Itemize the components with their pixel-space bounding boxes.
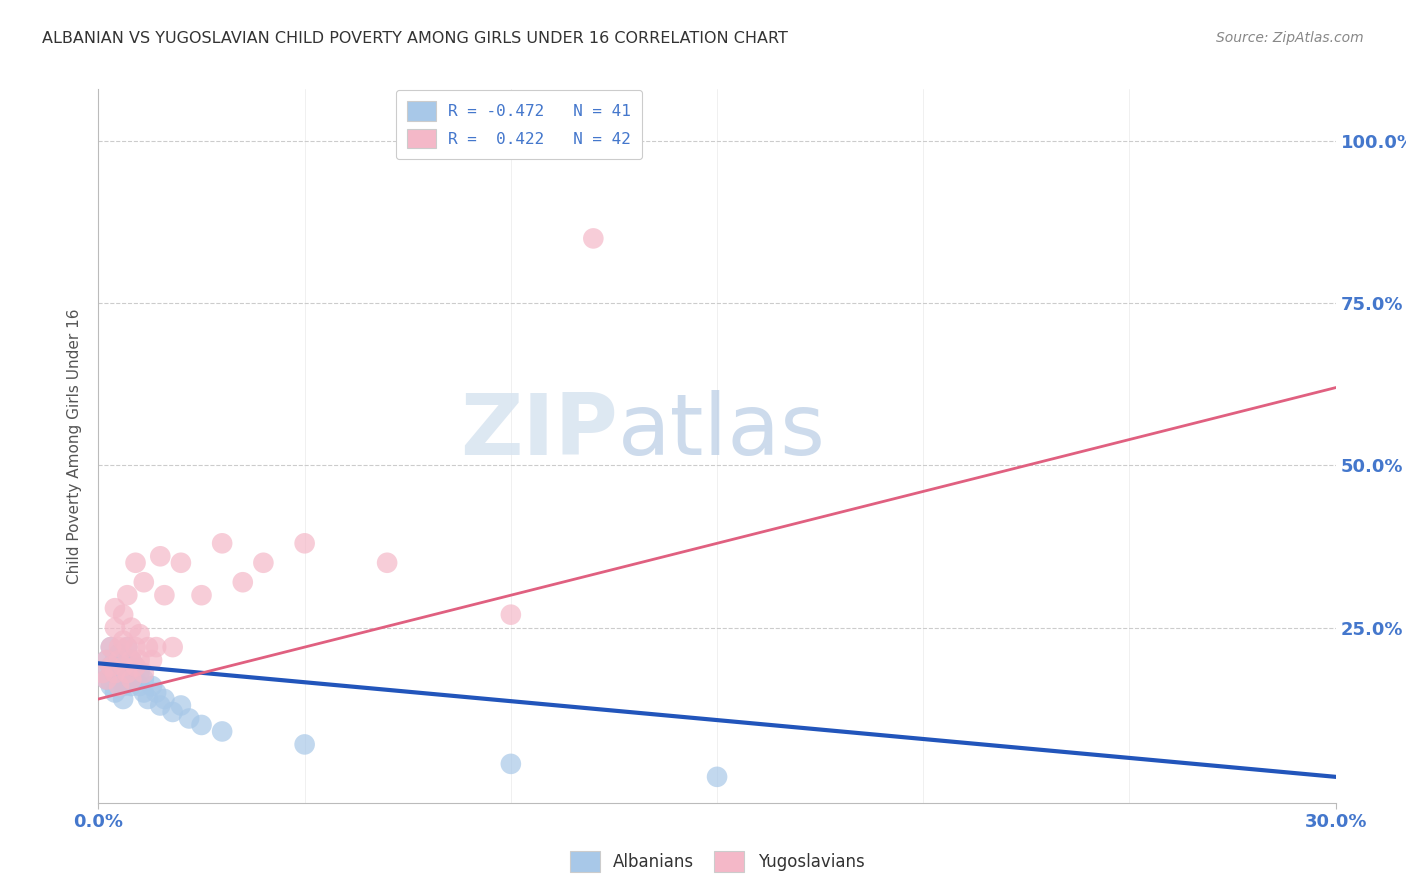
Point: [108, 659, 131, 673]
Point: [190, 588, 212, 602]
Point: [170, 698, 193, 713]
Point: [375, 556, 398, 570]
Point: [96, 673, 118, 687]
Point: [96, 673, 118, 687]
Point: [108, 640, 131, 654]
Point: [117, 640, 139, 654]
Point: [124, 659, 146, 673]
Point: [120, 653, 142, 667]
Point: [100, 659, 122, 673]
Point: [141, 679, 163, 693]
Point: [112, 659, 135, 673]
Point: [108, 673, 131, 687]
Point: [100, 679, 122, 693]
Point: [124, 659, 146, 673]
Text: atlas: atlas: [619, 390, 827, 474]
Point: [162, 705, 184, 719]
Point: [170, 556, 193, 570]
Point: [108, 653, 131, 667]
Point: [104, 621, 127, 635]
Point: [104, 666, 127, 681]
Point: [179, 711, 201, 725]
Point: [499, 607, 522, 622]
Point: [104, 653, 127, 667]
Point: [162, 640, 184, 654]
Point: [112, 653, 135, 667]
Point: [96, 653, 118, 667]
Point: [141, 653, 163, 667]
Point: [149, 549, 172, 564]
Point: [124, 673, 146, 687]
Point: [128, 627, 150, 641]
Point: [124, 640, 146, 654]
Point: [294, 536, 316, 550]
Point: [149, 698, 172, 713]
Point: [252, 556, 274, 570]
Point: [190, 718, 212, 732]
Point: [145, 640, 167, 654]
Point: [211, 724, 233, 739]
Point: [120, 666, 142, 681]
Point: [100, 640, 122, 654]
Point: [104, 685, 127, 699]
Point: [117, 666, 139, 681]
Point: [124, 556, 146, 570]
Point: [120, 621, 142, 635]
Point: [153, 692, 176, 706]
Point: [128, 679, 150, 693]
Point: [108, 679, 131, 693]
Text: ZIP: ZIP: [460, 390, 619, 474]
Point: [128, 653, 150, 667]
Text: ALBANIAN VS YUGOSLAVIAN CHILD POVERTY AMONG GIRLS UNDER 16 CORRELATION CHART: ALBANIAN VS YUGOSLAVIAN CHILD POVERTY AM…: [42, 31, 787, 46]
Point: [582, 231, 605, 245]
Point: [132, 685, 155, 699]
Text: Source: ZipAtlas.com: Source: ZipAtlas.com: [1216, 31, 1364, 45]
Point: [120, 679, 142, 693]
Point: [117, 673, 139, 687]
Point: [232, 575, 254, 590]
Point: [132, 673, 155, 687]
Point: [136, 692, 159, 706]
Point: [706, 770, 728, 784]
Point: [91, 666, 114, 681]
Point: [112, 692, 135, 706]
Point: [132, 575, 155, 590]
Point: [108, 647, 131, 661]
Point: [117, 640, 139, 654]
Point: [117, 659, 139, 673]
Point: [100, 640, 122, 654]
Point: [112, 633, 135, 648]
Point: [120, 653, 142, 667]
Point: [104, 601, 127, 615]
Point: [211, 536, 233, 550]
Point: [499, 756, 522, 771]
Point: [145, 685, 167, 699]
Point: [91, 666, 114, 681]
Point: [294, 738, 316, 752]
Point: [153, 588, 176, 602]
Point: [96, 653, 118, 667]
Point: [112, 666, 135, 681]
Point: [128, 666, 150, 681]
Point: [112, 607, 135, 622]
Point: [100, 659, 122, 673]
Point: [112, 679, 135, 693]
Point: [132, 666, 155, 681]
Point: [104, 666, 127, 681]
Point: [117, 588, 139, 602]
Point: [136, 640, 159, 654]
Y-axis label: Child Poverty Among Girls Under 16: Child Poverty Among Girls Under 16: [67, 309, 83, 583]
Point: [120, 673, 142, 687]
Legend: Albanians, Yugoslavians: Albanians, Yugoslavians: [561, 843, 873, 880]
